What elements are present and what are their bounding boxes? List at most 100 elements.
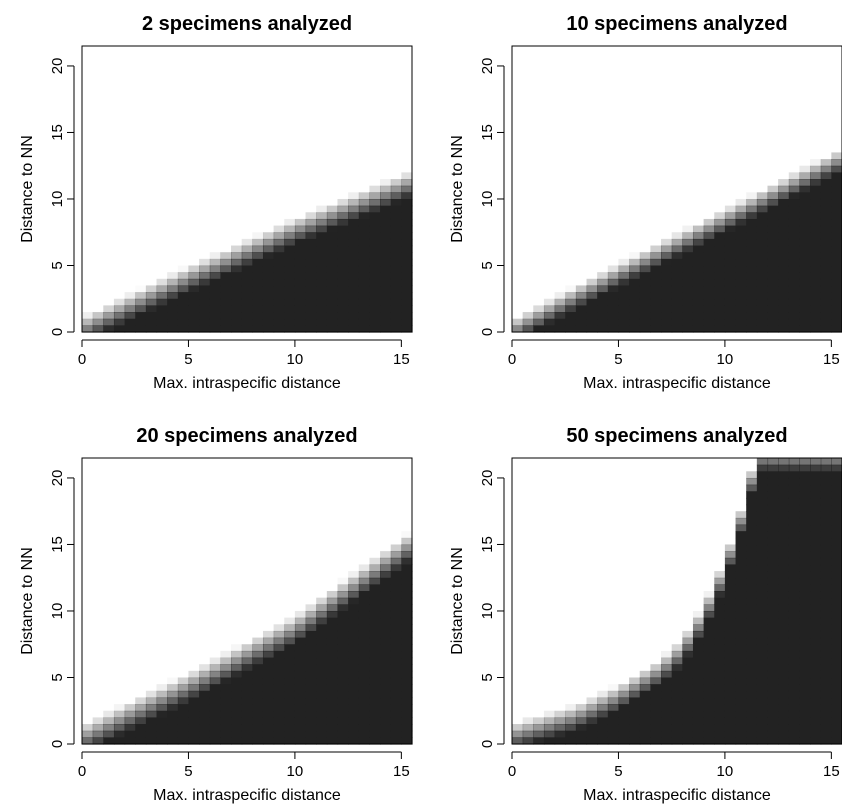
- heatmap-cell: [831, 265, 842, 273]
- heatmap-cell: [778, 325, 790, 333]
- heatmap-cell: [810, 724, 822, 732]
- heatmap-cell: [380, 258, 392, 267]
- heatmap-cell: [575, 717, 588, 725]
- heatmap-cell: [767, 597, 779, 605]
- heatmap-cell: [756, 670, 769, 679]
- heatmap-cell: [135, 312, 147, 320]
- heatmap-cell: [401, 637, 413, 645]
- heatmap-cell: [831, 152, 842, 160]
- heatmap-cell: [692, 278, 705, 287]
- panel-1-heatmap-cells: [82, 172, 413, 333]
- heatmap-cell: [348, 664, 360, 672]
- heatmap-cell: [220, 670, 232, 679]
- heatmap-cell: [326, 325, 339, 333]
- heatmap-cell: [831, 704, 842, 712]
- heatmap-cell: [799, 650, 811, 659]
- heatmap-cell: [369, 637, 381, 645]
- heatmap-cell: [337, 278, 349, 287]
- heatmap-cell: [337, 690, 349, 699]
- heatmap-cell: [724, 258, 737, 267]
- heatmap-cell: [810, 650, 822, 659]
- heatmap-cell: [113, 325, 126, 333]
- heatmap-cell: [316, 225, 328, 233]
- heatmap-cell: [565, 710, 577, 718]
- heatmap-cell: [767, 544, 779, 552]
- heatmap-cell: [199, 717, 211, 725]
- heatmap-cell: [348, 737, 360, 745]
- heatmap-cell: [607, 312, 620, 320]
- heatmap-cell: [746, 198, 758, 207]
- heatmap-cell: [735, 265, 747, 273]
- heatmap-cell: [554, 710, 566, 718]
- heatmap-cell: [703, 724, 715, 732]
- heatmap-cell: [714, 245, 726, 253]
- heatmap-cell: [831, 684, 842, 692]
- heatmap-cell: [778, 285, 790, 293]
- heatmap-cell: [156, 292, 168, 300]
- heatmap-cell: [735, 677, 747, 685]
- heatmap-cell: [565, 318, 577, 326]
- heatmap-cell: [380, 670, 392, 679]
- heatmap-cell: [294, 610, 307, 619]
- heatmap-cell: [262, 697, 275, 705]
- heatmap-cell: [348, 704, 360, 712]
- heatmap-cell: [735, 670, 747, 679]
- heatmap-cell: [831, 737, 842, 745]
- heatmap-cell: [714, 305, 726, 313]
- heatmap-cell: [799, 584, 811, 592]
- heatmap-cell: [316, 710, 328, 718]
- heatmap-cell: [241, 737, 253, 745]
- heatmap-cell: [380, 185, 392, 193]
- heatmap-cell: [724, 610, 737, 619]
- heatmap-cell: [113, 704, 126, 712]
- heatmap-cell: [348, 610, 360, 619]
- heatmap-cell: [639, 312, 651, 320]
- y-tick-label: 5: [479, 673, 496, 681]
- heatmap-cell: [810, 318, 822, 326]
- heatmap-cell: [661, 697, 673, 705]
- heatmap-cell: [767, 192, 779, 200]
- heatmap-cell: [220, 292, 232, 300]
- heatmap-cell: [369, 624, 381, 632]
- heatmap-cell: [661, 717, 673, 725]
- heatmap-cell: [810, 730, 822, 738]
- heatmap-cell: [799, 630, 811, 639]
- heatmap-cell: [156, 278, 168, 287]
- heatmap-cell: [575, 737, 588, 745]
- heatmap-cell: [177, 710, 190, 718]
- heatmap-cell: [788, 517, 801, 526]
- heatmap-cell: [113, 312, 126, 320]
- heatmap-cell: [305, 225, 317, 233]
- x-tick-label: 15: [393, 763, 410, 780]
- heatmap-cell: [135, 730, 147, 738]
- heatmap-cell: [799, 690, 811, 699]
- heatmap-cell: [326, 272, 339, 280]
- heatmap-cell: [799, 464, 811, 472]
- heatmap-cell: [337, 578, 348, 585]
- heatmap-cell: [92, 312, 104, 320]
- heatmap-cell: [629, 285, 641, 293]
- heatmap-cell: [618, 272, 630, 280]
- heatmap-cell: [714, 704, 726, 712]
- heatmap-cell: [369, 670, 381, 679]
- heatmap-cell: [671, 265, 683, 273]
- heatmap-cell: [724, 717, 737, 725]
- heatmap-cell: [629, 724, 641, 732]
- heatmap-cell: [810, 312, 822, 320]
- heatmap-cell: [820, 278, 832, 287]
- heatmap-cell: [778, 537, 790, 546]
- heatmap-cell: [316, 205, 328, 213]
- heatmap-cell: [724, 325, 737, 333]
- heatmap-cell: [682, 704, 694, 712]
- heatmap-cell: [177, 690, 190, 699]
- heatmap-cell: [220, 677, 232, 685]
- heatmap-cell: [629, 305, 641, 313]
- y-tick-label: 10: [49, 191, 66, 208]
- heatmap-cell: [167, 312, 179, 320]
- heatmap-cell: [337, 238, 349, 247]
- heatmap-cell: [746, 305, 758, 313]
- heatmap-cell: [767, 637, 779, 645]
- heatmap-cell: [831, 325, 842, 333]
- heatmap-cell: [692, 292, 705, 300]
- heatmap-cell: [358, 684, 371, 692]
